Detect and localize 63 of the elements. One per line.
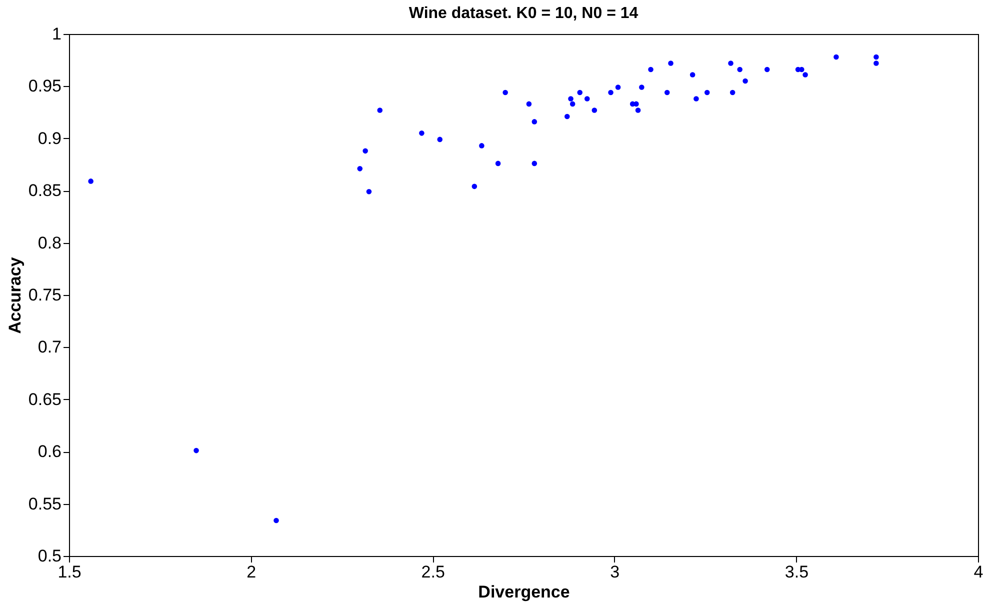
point (668, 60, 674, 66)
point (592, 108, 598, 113)
point (564, 114, 570, 120)
x-tick-label: 2.5 (421, 562, 445, 582)
point (737, 66, 742, 72)
point (437, 136, 443, 142)
point (648, 66, 654, 72)
point (532, 119, 538, 124)
point (730, 90, 736, 96)
y-tick-label: 0.85 (28, 181, 62, 200)
x-tick-label: 2 (246, 562, 256, 582)
y-tick-label: 0.8 (38, 233, 62, 252)
point (664, 90, 670, 96)
point (472, 184, 478, 190)
point (88, 178, 94, 184)
point (704, 90, 710, 96)
point (639, 84, 644, 90)
point (834, 54, 839, 60)
point (570, 101, 576, 107)
point (577, 90, 583, 96)
x-tick-label: 1.5 (58, 562, 82, 582)
y-tick-label: 0.5 (38, 546, 62, 566)
y-tick-label: 0.6 (38, 442, 62, 462)
x-tick-label: 3 (610, 562, 620, 582)
point (526, 101, 532, 107)
point (694, 96, 699, 102)
point (274, 518, 279, 524)
point (634, 101, 639, 107)
point (532, 160, 538, 166)
chart-title: Wine dataset. K0 = 10, N0 = 14 (408, 5, 638, 22)
point (479, 143, 484, 148)
point (194, 448, 199, 454)
x-axis-title: Divergence (478, 582, 570, 602)
point (799, 66, 804, 72)
point (584, 96, 590, 102)
x-tick-label: 4 (974, 562, 984, 582)
y-tick-label: 0.75 (28, 286, 62, 304)
point (728, 60, 734, 66)
point (362, 148, 368, 154)
point (366, 189, 372, 194)
point (635, 108, 641, 113)
point (874, 54, 879, 60)
point (874, 60, 879, 66)
point (419, 130, 424, 136)
y-tick-label: 0.65 (28, 390, 62, 409)
y-tick-label: 0.7 (38, 338, 62, 357)
point (495, 160, 501, 166)
y-tick-label: 0.9 (38, 128, 62, 148)
point (377, 108, 383, 113)
point (357, 166, 363, 172)
y-tick-label: 1 (52, 24, 62, 44)
point (615, 84, 621, 90)
point (502, 90, 508, 96)
y-tick-label: 0.55 (28, 494, 62, 514)
point (690, 72, 696, 78)
point (742, 78, 748, 84)
point (802, 72, 808, 78)
point (568, 96, 574, 102)
point (764, 66, 770, 72)
x-tick-label: 3.5 (784, 562, 809, 582)
y-axis-title: Accuracy (5, 256, 24, 334)
y-tick-label: 0.95 (28, 76, 62, 96)
point (608, 90, 614, 96)
